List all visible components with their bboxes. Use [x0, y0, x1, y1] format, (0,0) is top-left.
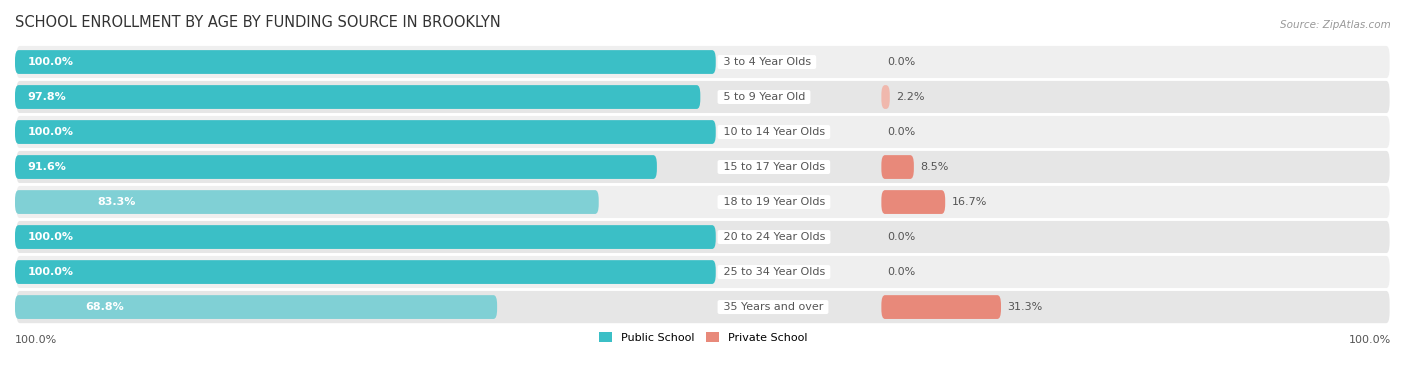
FancyBboxPatch shape: [15, 85, 700, 109]
FancyBboxPatch shape: [15, 254, 1391, 290]
Text: 97.8%: 97.8%: [28, 92, 66, 102]
Text: 2.2%: 2.2%: [896, 92, 925, 102]
Text: 0.0%: 0.0%: [887, 267, 915, 277]
Text: 35 Years and over: 35 Years and over: [720, 302, 827, 312]
FancyBboxPatch shape: [15, 219, 1391, 254]
FancyBboxPatch shape: [15, 50, 716, 74]
Text: 100.0%: 100.0%: [28, 232, 73, 242]
Text: 15 to 17 Year Olds: 15 to 17 Year Olds: [720, 162, 828, 172]
FancyBboxPatch shape: [15, 225, 716, 249]
Text: 18 to 19 Year Olds: 18 to 19 Year Olds: [720, 197, 828, 207]
Text: 0.0%: 0.0%: [887, 232, 915, 242]
FancyBboxPatch shape: [15, 290, 1391, 325]
Text: 100.0%: 100.0%: [15, 335, 58, 345]
Text: 100.0%: 100.0%: [28, 127, 73, 137]
Text: 3 to 4 Year Olds: 3 to 4 Year Olds: [720, 57, 814, 67]
Text: 100.0%: 100.0%: [28, 57, 73, 67]
Text: 100.0%: 100.0%: [28, 267, 73, 277]
Text: 68.8%: 68.8%: [86, 302, 124, 312]
Text: 100.0%: 100.0%: [1348, 335, 1391, 345]
FancyBboxPatch shape: [15, 295, 498, 319]
FancyBboxPatch shape: [15, 184, 1391, 219]
FancyBboxPatch shape: [15, 155, 657, 179]
FancyBboxPatch shape: [15, 150, 1391, 184]
Text: 0.0%: 0.0%: [887, 57, 915, 67]
Text: 20 to 24 Year Olds: 20 to 24 Year Olds: [720, 232, 828, 242]
Text: SCHOOL ENROLLMENT BY AGE BY FUNDING SOURCE IN BROOKLYN: SCHOOL ENROLLMENT BY AGE BY FUNDING SOUR…: [15, 15, 501, 30]
FancyBboxPatch shape: [882, 155, 914, 179]
Text: 83.3%: 83.3%: [98, 197, 136, 207]
Text: Source: ZipAtlas.com: Source: ZipAtlas.com: [1281, 20, 1391, 30]
Text: 5 to 9 Year Old: 5 to 9 Year Old: [720, 92, 808, 102]
Text: 25 to 34 Year Olds: 25 to 34 Year Olds: [720, 267, 828, 277]
FancyBboxPatch shape: [882, 190, 945, 214]
Text: 16.7%: 16.7%: [952, 197, 987, 207]
FancyBboxPatch shape: [15, 80, 1391, 115]
Text: 91.6%: 91.6%: [28, 162, 66, 172]
FancyBboxPatch shape: [15, 120, 716, 144]
Text: 8.5%: 8.5%: [921, 162, 949, 172]
FancyBboxPatch shape: [15, 44, 1391, 80]
Text: 10 to 14 Year Olds: 10 to 14 Year Olds: [720, 127, 828, 137]
FancyBboxPatch shape: [15, 260, 716, 284]
FancyBboxPatch shape: [882, 295, 1001, 319]
FancyBboxPatch shape: [882, 85, 890, 109]
Text: 0.0%: 0.0%: [887, 127, 915, 137]
Legend: Public School, Private School: Public School, Private School: [595, 328, 811, 347]
Text: 31.3%: 31.3%: [1007, 302, 1043, 312]
FancyBboxPatch shape: [15, 115, 1391, 150]
FancyBboxPatch shape: [15, 190, 599, 214]
